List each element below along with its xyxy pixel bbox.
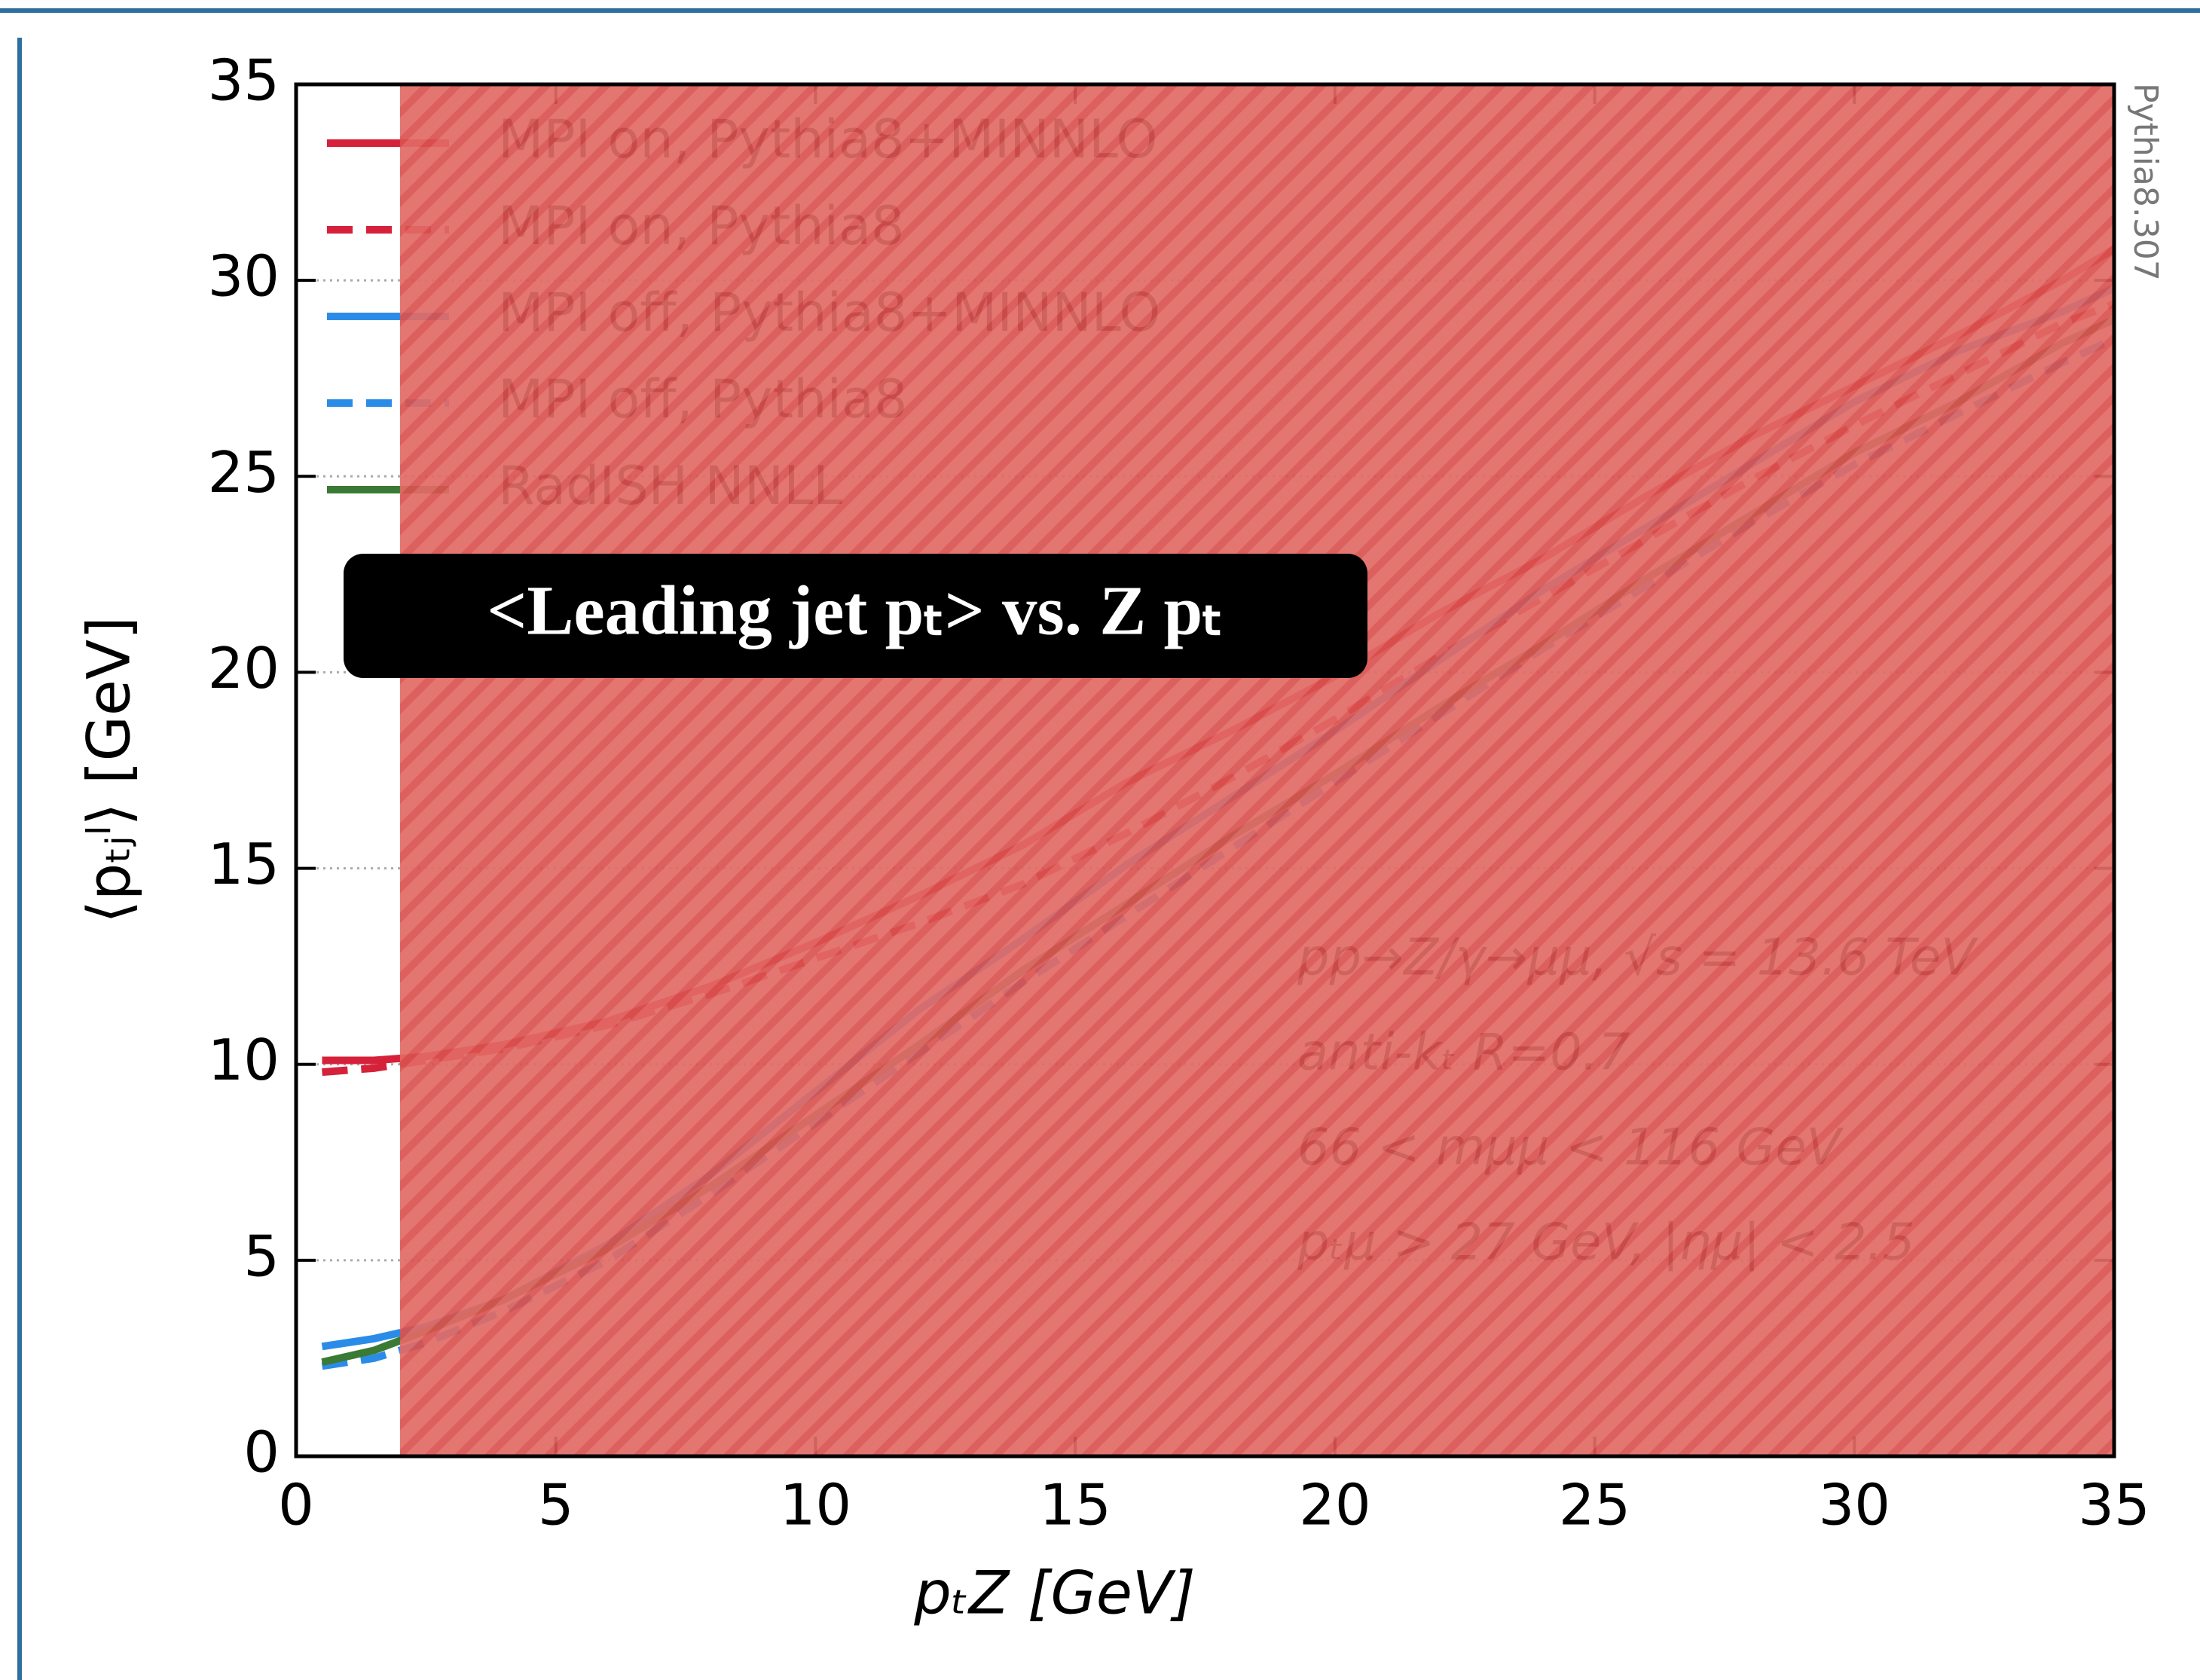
highlight-region xyxy=(399,84,2114,1456)
y-tick-label: 0 xyxy=(243,1419,280,1486)
x-tick-label: 5 xyxy=(538,1472,574,1538)
x-axis-label: pₜZ [GeV] xyxy=(913,1559,1195,1627)
x-tick-label: 15 xyxy=(1039,1472,1111,1538)
y-tick-label: 35 xyxy=(208,47,280,114)
y-tick-label: 5 xyxy=(243,1223,280,1289)
chart-title: <Leading jet pₜ> vs. Z pₜ xyxy=(487,572,1223,649)
x-tick-label: 25 xyxy=(1559,1472,1630,1538)
title-box xyxy=(344,554,1367,678)
x-tick-label: 20 xyxy=(1299,1472,1370,1538)
y-tick-label: 30 xyxy=(208,243,280,310)
axes-frame xyxy=(294,82,2116,1459)
x-tick-label: 35 xyxy=(2078,1472,2150,1538)
x-tick-label: 30 xyxy=(1819,1472,1890,1538)
x-tick-label: 10 xyxy=(780,1472,851,1538)
plot: 0510152025303505101520253035MPI on, Pyth… xyxy=(208,47,2150,1538)
y-tick-label: 15 xyxy=(208,831,280,897)
side-label: Pythia8.307 xyxy=(2126,83,2165,281)
x-tick-label: 0 xyxy=(278,1472,314,1538)
y-axis-label: ⟨pₜⱼˡ⟩ [GeV] xyxy=(75,616,143,923)
y-tick-label: 25 xyxy=(208,439,280,506)
y-tick-label: 10 xyxy=(208,1027,280,1093)
y-tick-label: 20 xyxy=(208,635,280,701)
